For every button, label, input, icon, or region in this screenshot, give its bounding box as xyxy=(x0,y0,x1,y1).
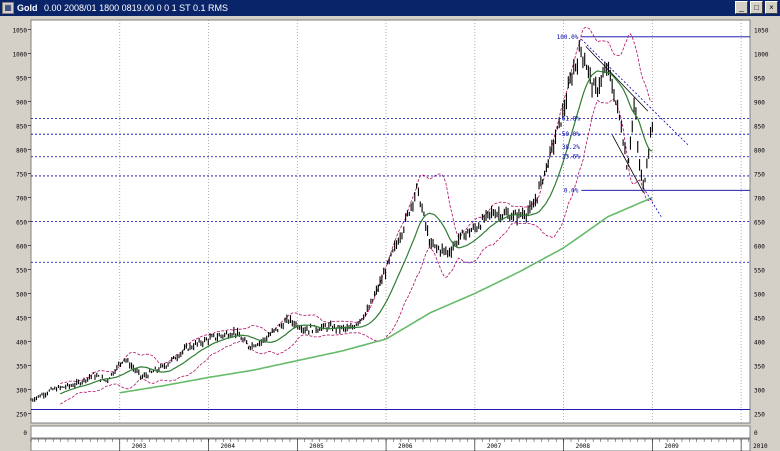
trend-line xyxy=(612,134,644,193)
x-tick-label: 2005 xyxy=(309,443,324,450)
gold-chart[interactable]: 100.0% 0.0% 61.8% 50.0% 38.2% 23.6% 250 250 300… xyxy=(0,16,780,451)
y-tick-label-right: 350 xyxy=(754,363,765,370)
short-moving-average xyxy=(59,70,653,395)
level-label: 0.0% xyxy=(564,187,579,194)
y-tick-label-left: 1000 xyxy=(13,52,28,59)
date-axis-strip xyxy=(30,438,751,451)
y-tick-label-right: 500 xyxy=(754,291,765,298)
x-axis: 2003 2004 2005 2006 2007 2008 2009 2010 xyxy=(30,439,768,451)
y-tick-label-left: 750 xyxy=(16,172,27,179)
fib-label: 23.6% xyxy=(562,154,580,161)
y-tick-label-left: 1050 xyxy=(13,28,28,35)
y-tick-label-right: 950 xyxy=(754,76,765,83)
x-tick-label: 2004 xyxy=(221,443,236,450)
y-tick-label-right: 800 xyxy=(754,148,765,155)
y-tick-label-right: 450 xyxy=(754,315,765,322)
minimize-button[interactable]: _ xyxy=(735,1,748,14)
moving-averages xyxy=(59,70,653,395)
title-bar[interactable]: ▦ Gold 0.00 2008/01 1800 0819.00 0 0 1 S… xyxy=(0,0,780,16)
upper-band xyxy=(60,27,653,384)
maximize-button[interactable]: □ xyxy=(750,1,763,14)
y-tick-label-left: 250 xyxy=(16,411,27,418)
long-moving-average xyxy=(119,196,653,394)
y-tick-label-right: 400 xyxy=(754,339,765,346)
x-tick-label: 2006 xyxy=(398,443,413,450)
trend-line xyxy=(643,187,662,217)
y-tick-label-left: 700 xyxy=(16,196,27,203)
y-tick-label-right: 650 xyxy=(754,220,765,227)
y-tick-label-right: 1050 xyxy=(754,28,769,35)
window-controls: _ □ × xyxy=(735,1,778,14)
fib-labels: 100.0% 0.0% 61.8% 50.0% 38.2% 23.6% xyxy=(557,34,581,195)
y-tick-label-left: 400 xyxy=(16,339,27,346)
y-tick-label-right: 850 xyxy=(754,124,765,131)
trend-lines xyxy=(581,38,689,217)
x-tick-label: 2010 xyxy=(753,443,768,450)
y-tick-label-left: 600 xyxy=(16,243,27,250)
y-tick-label-left: 800 xyxy=(16,148,27,155)
window-title-text: Gold xyxy=(17,3,38,13)
price-pane[interactable] xyxy=(30,19,751,424)
x-tick-label: 2008 xyxy=(576,443,591,450)
y-tick-label-right: 700 xyxy=(754,196,765,203)
lower-pane-label-right: 0 xyxy=(754,430,758,437)
y-tick-label-left: 650 xyxy=(16,220,27,227)
y-tick-label-right: 750 xyxy=(754,172,765,179)
y-tick-label-left: 850 xyxy=(16,124,27,131)
trend-line xyxy=(585,46,649,112)
y-tick-label-right: 1000 xyxy=(754,52,769,59)
lower-band xyxy=(60,98,653,405)
y-tick-label-left: 550 xyxy=(16,267,27,274)
close-button[interactable]: × xyxy=(765,1,778,14)
y-tick-label-right: 600 xyxy=(754,243,765,250)
level-label: 100.0% xyxy=(557,34,579,41)
trend-line xyxy=(581,38,689,146)
y-tick-label-right: 900 xyxy=(754,100,765,107)
fib-label: 38.2% xyxy=(562,144,580,151)
x-tick-label: 2003 xyxy=(132,443,147,450)
y-tick-label-left: 950 xyxy=(16,76,27,83)
fib-label: 50.0% xyxy=(562,131,580,138)
y-tick-label-left: 300 xyxy=(16,387,27,394)
y-tick-label-left: 350 xyxy=(16,363,27,370)
y-tick-label-right: 550 xyxy=(754,267,765,274)
x-tick-label: 2009 xyxy=(664,443,679,450)
y-tick-label-left: 450 xyxy=(16,315,27,322)
window-title: Gold 0.00 2008/01 1800 0819.00 0 0 1 ST … xyxy=(17,2,228,14)
chart-window-icon[interactable]: ▦ xyxy=(2,2,14,14)
horizontal-levels xyxy=(31,36,750,410)
y-tick-label-right: 250 xyxy=(754,411,765,418)
bollinger-bands xyxy=(60,27,653,405)
x-tick-label: 2007 xyxy=(487,443,502,450)
y-axis: 250 250 300 300 350 350 400 400 450 450 500 500 550 5… xyxy=(13,28,769,437)
y-tick-label-left: 900 xyxy=(16,100,27,107)
fib-label: 61.8% xyxy=(562,115,580,122)
y-tick-label-right: 300 xyxy=(754,387,765,394)
window-info-text: 0.00 2008/01 1800 0819.00 0 0 1 ST 0.1 R… xyxy=(44,3,228,13)
lower-pane-label-left: 0 xyxy=(23,430,27,437)
lower-pane[interactable] xyxy=(30,425,751,439)
y-tick-label-left: 500 xyxy=(16,291,27,298)
